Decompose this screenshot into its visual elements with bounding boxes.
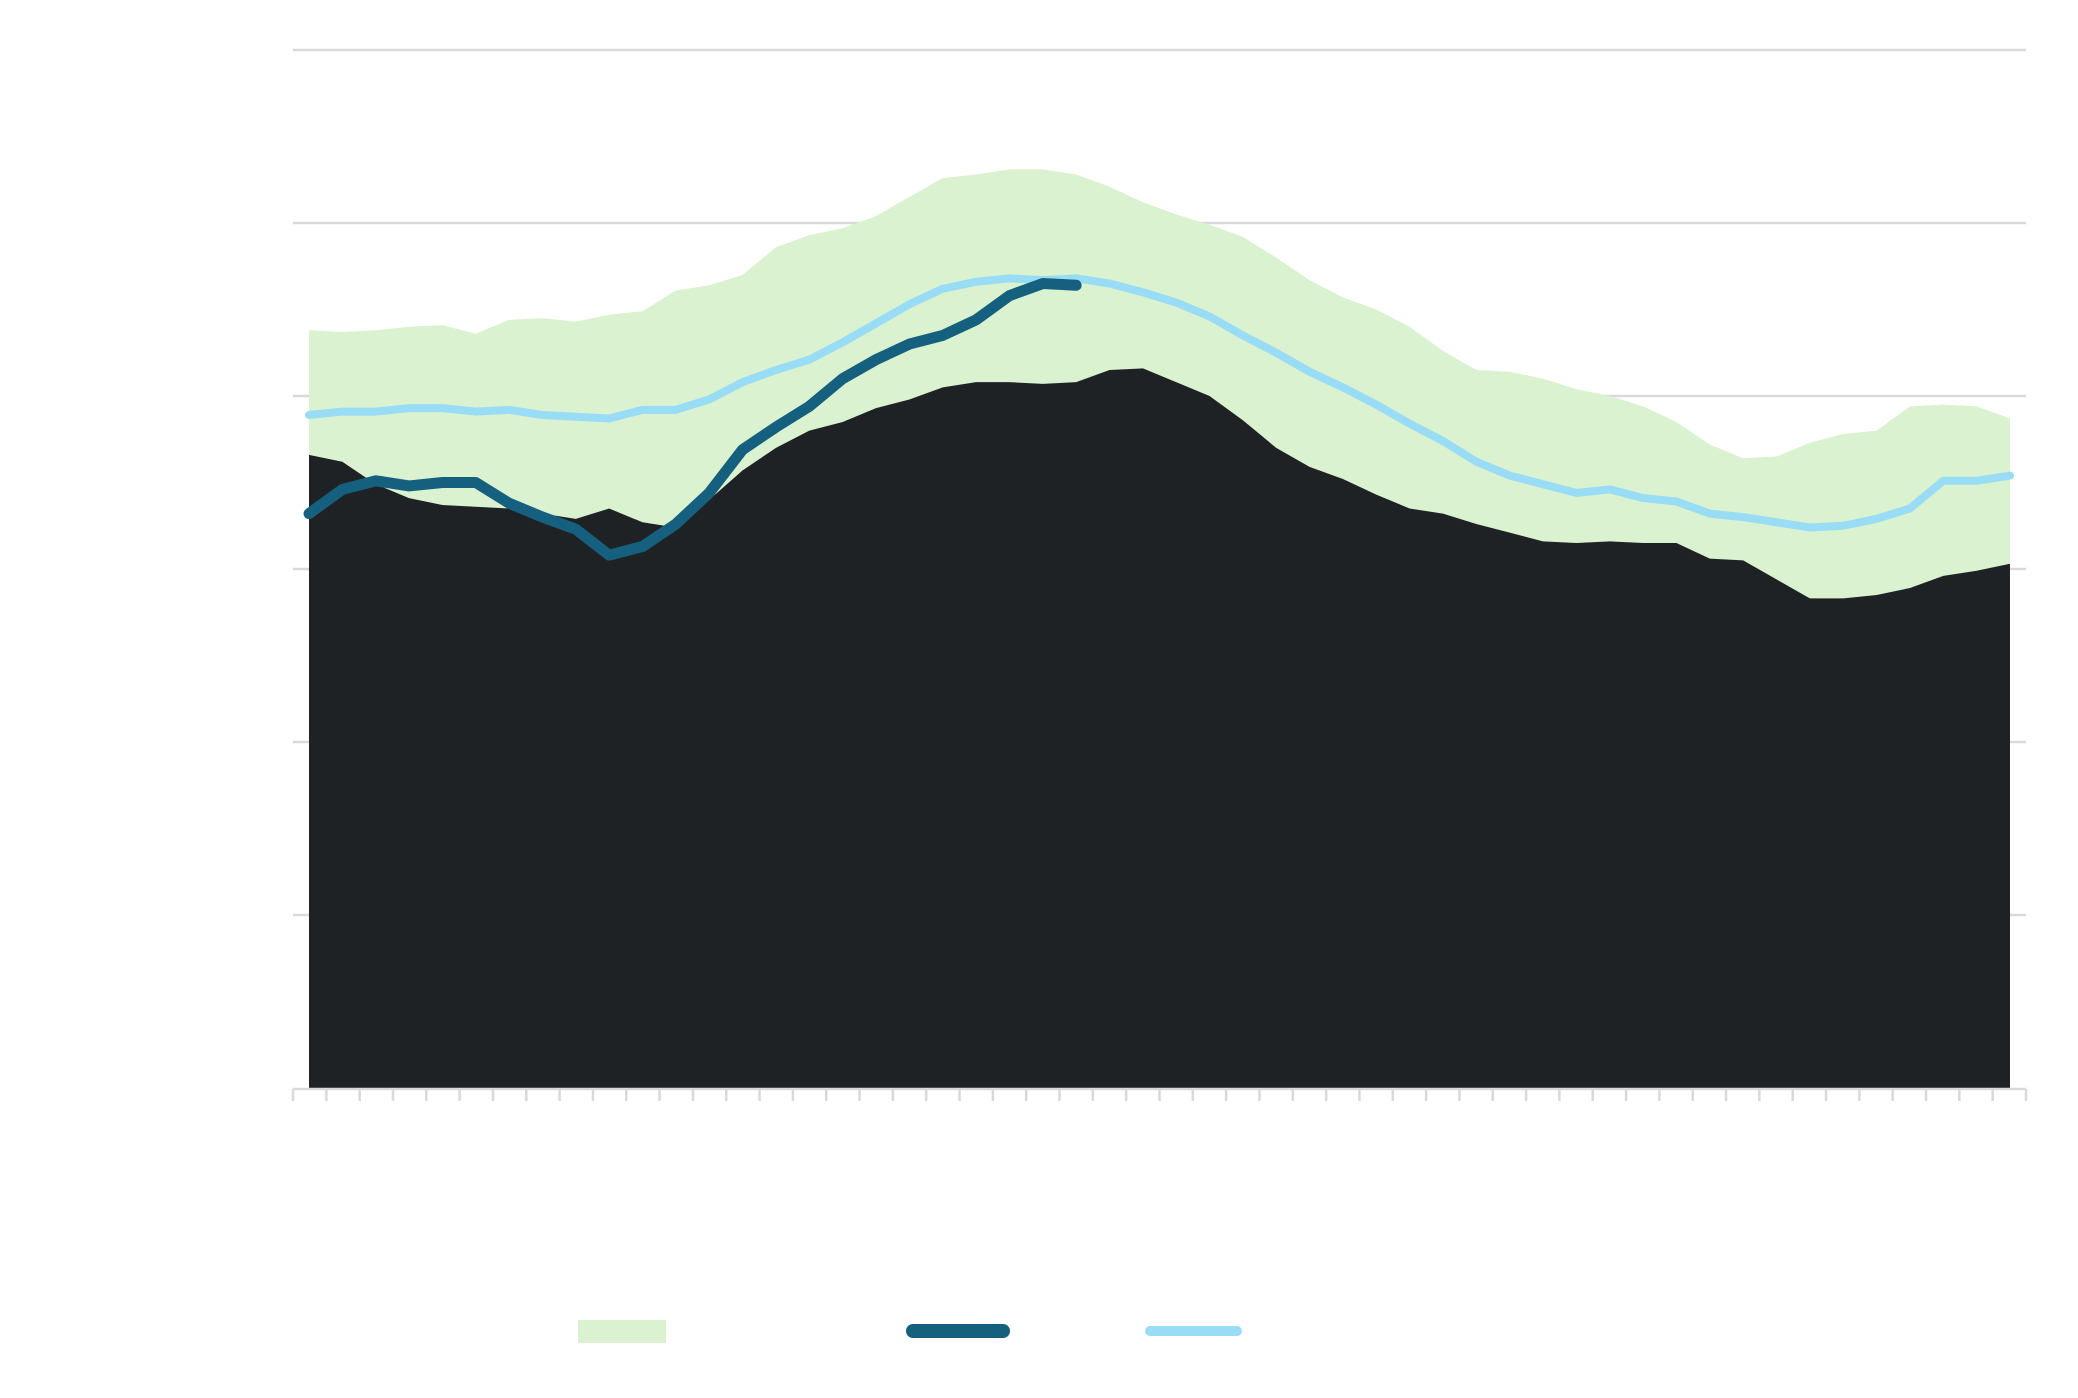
x-axis [291, 1087, 2028, 1101]
legend [578, 1320, 1242, 1343]
plot-lines [303, 274, 2014, 561]
current-line [303, 278, 1082, 561]
plot-areas [309, 169, 2010, 1088]
base-area [309, 368, 2010, 1088]
legend-swatch-range [578, 1320, 666, 1343]
average-line [305, 274, 2014, 532]
